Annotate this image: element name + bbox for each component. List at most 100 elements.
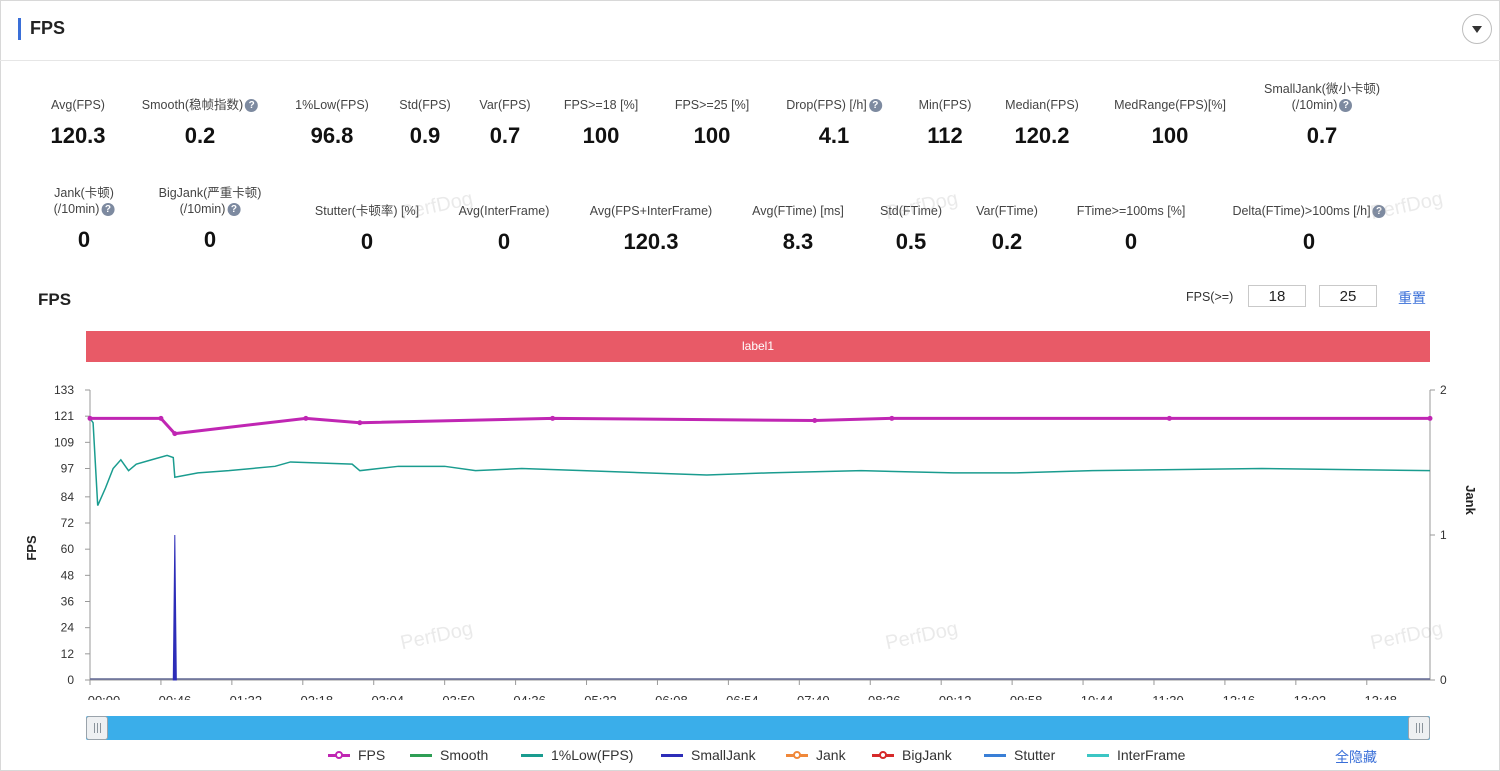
reset-link[interactable]: 重置 — [1398, 290, 1426, 306]
legend-label: InterFrame — [1117, 747, 1186, 763]
metric-avg-fps-interframe: Avg(FPS+InterFrame) 120.3 — [590, 203, 712, 255]
x-tick-label: 05:22 — [584, 693, 617, 700]
x-tick-label: 10:44 — [1081, 693, 1114, 700]
label-marker-bar[interactable]: label1 — [86, 331, 1430, 362]
metric-value: 96.8 — [310, 123, 354, 148]
time-range-slider[interactable] — [86, 716, 1430, 740]
metric-value: 8.3 — [782, 229, 814, 254]
metric-jank: Jank(卡顿) (/10min)? 0 — [54, 185, 115, 253]
metric-label: Delta(FTime)>100ms [/h] — [1232, 204, 1371, 218]
fps-threshold-input-2[interactable] — [1319, 285, 1377, 307]
fps-data-point — [889, 415, 895, 421]
y-tick-label: 97 — [61, 461, 75, 475]
metric-label: MedRange(FPS)[%] — [1114, 98, 1226, 112]
fps-data-point — [1166, 415, 1172, 421]
y2-tick-label: 1 — [1440, 528, 1447, 542]
metric-value: 0.9 — [409, 123, 441, 148]
help-icon[interactable]: ? — [868, 99, 882, 113]
metric-delta-ftime: Delta(FTime)>100ms [/h]? 0 — [1232, 203, 1386, 255]
metric-label-unit: (/10min) — [53, 202, 100, 216]
hide-all-link[interactable]: 全隐藏 — [1335, 749, 1377, 765]
metric-value: 100 — [1151, 123, 1189, 148]
x-tick-label: 07:40 — [797, 693, 830, 700]
metric-value: 0 — [203, 227, 217, 252]
metric-min-fps: Min(FPS) 112 — [919, 97, 972, 149]
legend-item-jank[interactable]: Jank — [786, 747, 846, 763]
metric-ftime-ge-100: FTime>=100ms [%] 0 — [1077, 203, 1186, 255]
metric-label: Avg(InterFrame) — [458, 204, 550, 218]
metric-label: 1%Low(FPS) — [295, 98, 369, 112]
fps-data-point — [550, 415, 556, 421]
x-tick-label: 13:02 — [1294, 693, 1327, 700]
metric-label: Drop(FPS) [/h] — [786, 98, 867, 112]
metric-avg-ftime: Avg(FTime) [ms] 8.3 — [752, 203, 844, 255]
x-tick-label: 06:08 — [655, 693, 688, 700]
legend-item-1pct-low[interactable]: 1%Low(FPS) — [521, 747, 633, 763]
help-icon[interactable]: ? — [101, 203, 115, 217]
metric-avg-fps: Avg(FPS) 120.3 — [50, 97, 105, 149]
help-icon[interactable]: ? — [227, 203, 241, 217]
legend-item-bigjank[interactable]: BigJank — [872, 747, 952, 763]
x-tick-label: 02:18 — [301, 693, 334, 700]
metric-label: Avg(FTime) [ms] — [752, 204, 844, 218]
metric-value: 120.3 — [623, 229, 679, 254]
metric-label: Median(FPS) — [1005, 98, 1079, 112]
metric-label: Avg(FPS+InterFrame) — [589, 204, 713, 218]
x-tick-label: 09:58 — [1010, 693, 1043, 700]
legend-item-interframe[interactable]: InterFrame — [1087, 747, 1185, 763]
y-tick-label: 48 — [61, 568, 75, 582]
legend-label: 1%Low(FPS) — [551, 747, 634, 763]
legend-symbol — [410, 749, 432, 761]
metric-label: Std(FTime) — [879, 204, 943, 218]
legend-symbol — [521, 749, 543, 761]
metric-value: 120.3 — [50, 123, 106, 148]
panel-header: FPS — [0, 0, 1500, 61]
help-icon[interactable]: ? — [1372, 205, 1386, 219]
metric-value: 0.2 — [991, 229, 1023, 254]
metric-label-unit: (/10min) — [1291, 98, 1338, 112]
x-tick-label: 03:04 — [371, 693, 404, 700]
metric-std-fps: Std(FPS) 0.9 — [399, 97, 450, 149]
metric-label: FTime>=100ms [%] — [1076, 204, 1186, 218]
fps-data-point — [357, 420, 363, 426]
metric-value: 0 — [77, 227, 91, 252]
y-tick-label: 60 — [61, 542, 75, 556]
legend-item-smalljank[interactable]: SmallJank — [661, 747, 756, 763]
help-icon[interactable]: ? — [1339, 99, 1353, 113]
metric-var-fps: Var(FPS) 0.7 — [479, 97, 530, 149]
y-tick-label: 12 — [61, 647, 75, 661]
legend-symbol — [984, 749, 1006, 761]
metric-value: 0 — [1302, 229, 1316, 254]
legend-symbol — [328, 749, 350, 761]
y-tick-label: 72 — [61, 516, 75, 530]
series-line-smalljank — [172, 534, 177, 681]
grip-icon — [93, 723, 101, 733]
metric-value: 4.1 — [818, 123, 850, 148]
fps-data-point — [172, 431, 178, 437]
fps-threshold-input-1[interactable] — [1248, 285, 1306, 307]
legend-label: FPS — [358, 747, 386, 763]
metric-label: Min(FPS) — [918, 98, 972, 112]
slider-handle-right[interactable] — [1408, 716, 1430, 740]
metric-fps-ge-25: FPS>=25 [%] 100 — [675, 97, 749, 149]
collapse-button[interactable] — [1462, 14, 1492, 44]
fps-chart: FPS Jank 0122436486072849710912113301200… — [24, 383, 1478, 700]
metric-label: SmallJank(微小卡顿) — [1264, 82, 1380, 96]
x-tick-label: 01:32 — [230, 693, 263, 700]
slider-handle-left[interactable] — [86, 716, 108, 740]
fps-data-point — [87, 415, 93, 421]
legend-item-fps[interactable]: FPS — [328, 747, 385, 763]
help-icon[interactable]: ? — [245, 99, 259, 113]
legend-item-smooth[interactable]: Smooth — [410, 747, 488, 763]
fps-data-point — [1427, 415, 1433, 421]
metric-label: Var(FPS) — [479, 98, 531, 112]
metric-label-unit: (/10min) — [179, 202, 226, 216]
metric-value: 112 — [927, 123, 963, 148]
y-tick-label: 84 — [61, 490, 75, 504]
legend-item-stutter[interactable]: Stutter — [984, 747, 1055, 763]
metric-std-ftime: Std(FTime) 0.5 — [880, 203, 942, 255]
metric-label: Stutter(卡顿率) [%] — [314, 204, 420, 218]
x-tick-label: 11:30 — [1152, 693, 1184, 700]
legend-label: BigJank — [902, 747, 952, 763]
metric-label: Std(FPS) — [399, 98, 451, 112]
